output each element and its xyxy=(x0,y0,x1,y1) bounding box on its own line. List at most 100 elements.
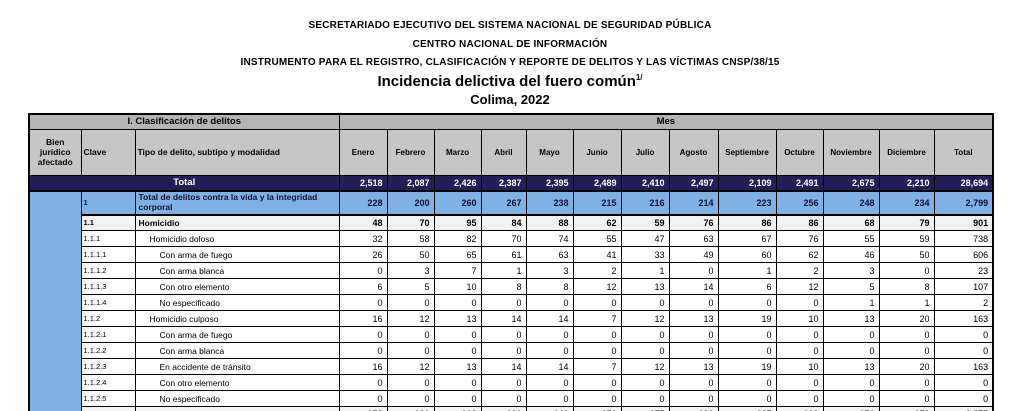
org-line-1: SECRETARIADO EJECUTIVO DEL SISTEMA NACIO… xyxy=(308,20,712,31)
cell-febrero: 5 xyxy=(386,278,435,296)
column-header-agosto: Agosto xyxy=(668,128,719,176)
cell-marzo: 82 xyxy=(433,230,482,248)
cell-enero: 0 xyxy=(338,262,388,280)
page-title: Incidencia delictiva del fuero común1/ xyxy=(28,73,992,90)
cell-abril: 14 xyxy=(480,310,527,328)
cell-junio: 62 xyxy=(572,214,622,232)
page-title-text: Incidencia delictiva del fuero común xyxy=(377,73,636,90)
grand-total-value-enero: 2,518 xyxy=(338,174,388,192)
cell-marzo: 10 xyxy=(433,278,482,296)
grand-total-value-octubre: 2,491 xyxy=(775,174,824,192)
cell-diciembre: 0 xyxy=(878,342,935,360)
row-label: Con arma blanca xyxy=(134,342,340,360)
column-header-noviembre: Noviembre xyxy=(822,128,880,176)
cell-septiembre: 223 xyxy=(717,190,777,216)
row-clave: 1.1.1 xyxy=(80,230,136,248)
cell-abril: 267 xyxy=(480,190,527,216)
table-row: 1.1.2.3 En accidente de tránsito 16 12 13 14 1… xyxy=(29,358,994,376)
grand-total-value-junio: 2,489 xyxy=(572,174,622,192)
cell-marzo: 13 xyxy=(433,358,482,376)
cell-diciembre: 0 xyxy=(878,326,935,344)
cell-mayo: 148 xyxy=(525,406,574,411)
cell-marzo: 95 xyxy=(433,214,482,232)
band-clasificacion: I. Clasificación de delitos xyxy=(28,113,340,130)
row-label: Con arma de fuego xyxy=(134,326,340,344)
row-clave: 1.1.2 xyxy=(80,310,136,328)
row-clave: 1.1.1.1 xyxy=(80,246,136,264)
cell-febrero: 0 xyxy=(386,326,435,344)
cell-octubre: 0 xyxy=(775,374,824,392)
row-label: No especificado xyxy=(134,390,340,408)
cell-noviembre: 46 xyxy=(822,246,880,264)
cell-julio: 12 xyxy=(620,358,670,376)
cell-julio: 13 xyxy=(620,278,670,296)
cell-noviembre: 13 xyxy=(822,358,880,376)
cell-marzo: 0 xyxy=(433,294,482,312)
row-label: Lesiones xyxy=(134,406,340,411)
cell-septiembre: 67 xyxy=(717,230,777,248)
column-header-mayo: Mayo xyxy=(525,128,574,176)
cell-enero: 0 xyxy=(338,326,388,344)
cell-marzo: 260 xyxy=(433,190,482,216)
column-header-bien-juridico: Bien jurídico afectado xyxy=(28,128,82,176)
cell-diciembre: 0 xyxy=(878,390,935,408)
row-clave: 1.1 xyxy=(80,214,136,232)
cell-noviembre: 248 xyxy=(822,190,880,216)
cell-agosto: 214 xyxy=(668,190,719,216)
cell-total: 23 xyxy=(933,262,994,280)
cell-agosto: 0 xyxy=(668,294,719,312)
cell-enero: 26 xyxy=(338,246,388,264)
cell-septiembre: 0 xyxy=(717,374,777,392)
cell-total: 163 xyxy=(933,310,994,328)
cell-mayo: 0 xyxy=(525,294,574,312)
cell-julio: 155 xyxy=(620,406,670,411)
cell-julio: 47 xyxy=(620,230,670,248)
cell-septiembre: 1 xyxy=(717,262,777,280)
cell-marzo: 0 xyxy=(433,342,482,360)
grand-total-value-septiembre: 2,109 xyxy=(717,174,777,192)
row-clave: 1.2 xyxy=(80,406,136,411)
cell-julio: 1 xyxy=(620,262,670,280)
cell-julio: 216 xyxy=(620,190,670,216)
grand-total-value-abril: 2,387 xyxy=(480,174,527,192)
cell-abril: 1 xyxy=(480,262,527,280)
grand-total-label: Total xyxy=(28,174,340,192)
cell-mayo: 8 xyxy=(525,278,574,296)
cell-total: 901 xyxy=(933,214,994,232)
grand-total-value-julio: 2,410 xyxy=(620,174,670,192)
cell-junio: 0 xyxy=(572,342,622,360)
cell-septiembre: 135 xyxy=(717,406,777,411)
cell-octubre: 86 xyxy=(775,214,824,232)
table-row: 1.2Lesiones17813016318114815015513613516… xyxy=(29,406,994,411)
cell-septiembre: 0 xyxy=(717,390,777,408)
column-header-marzo: Marzo xyxy=(433,128,482,176)
column-header-abril: Abril xyxy=(480,128,527,176)
column-header-clave: Clave xyxy=(80,128,136,176)
row-clave: 1.1.2.3 xyxy=(80,358,136,376)
cell-julio: 0 xyxy=(620,294,670,312)
cell-junio: 7 xyxy=(572,310,622,328)
row-clave: 1.1.2.5 xyxy=(80,390,136,408)
cell-septiembre: 19 xyxy=(717,358,777,376)
cell-agosto: 13 xyxy=(668,358,719,376)
org-line-3: INSTRUMENTO PARA EL REGISTRO, CLASIFICAC… xyxy=(240,57,780,68)
cell-abril: 0 xyxy=(480,294,527,312)
cell-total: 107 xyxy=(933,278,994,296)
cell-junio: 0 xyxy=(572,390,622,408)
cell-noviembre: 13 xyxy=(822,310,880,328)
cell-marzo: 163 xyxy=(433,406,482,411)
row-label: Homicidio xyxy=(134,214,340,232)
cell-diciembre: 20 xyxy=(878,310,935,328)
cell-octubre: 0 xyxy=(775,326,824,344)
cell-junio: 12 xyxy=(572,278,622,296)
column-header-octubre: Octubre xyxy=(775,128,824,176)
row-clave: 1.1.2.4 xyxy=(80,374,136,392)
row-label: Homicidio doloso xyxy=(134,230,340,248)
cell-noviembre: 55 xyxy=(822,230,880,248)
table-row: 1.1 Homicidio 48 70 95 84 88 62 59 76 86 86 68 79 901 xyxy=(29,214,994,232)
cell-abril: 14 xyxy=(480,358,527,376)
column-header-junio: Junio xyxy=(572,128,622,176)
cell-julio: 12 xyxy=(620,310,670,328)
grand-total-value-diciembre: 2,210 xyxy=(878,174,935,192)
cell-total: 0 xyxy=(933,326,994,344)
